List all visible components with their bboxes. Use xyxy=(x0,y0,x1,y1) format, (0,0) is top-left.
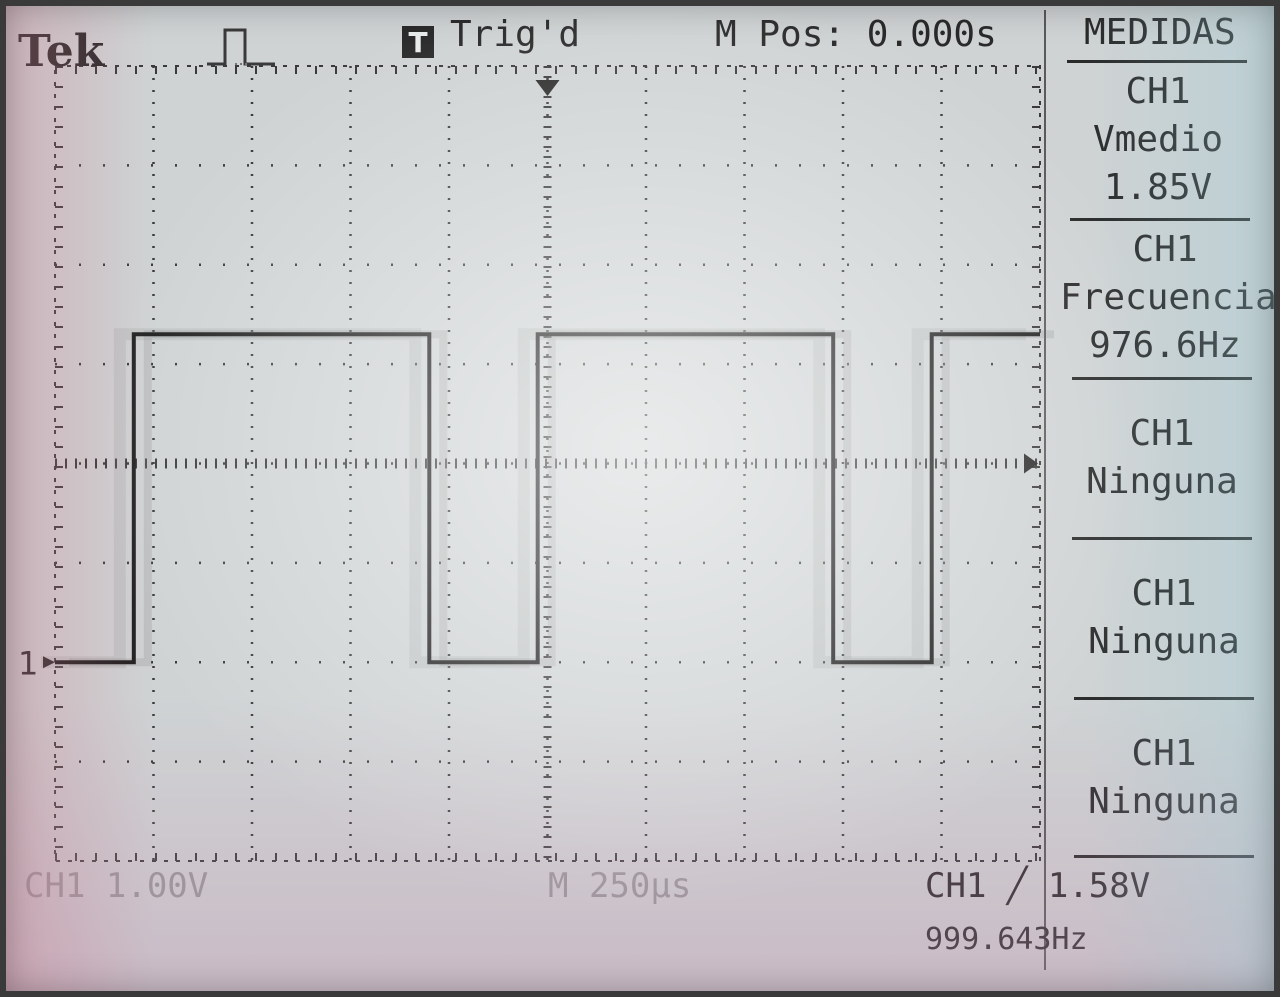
measure-channel: CH1 xyxy=(1132,229,1198,270)
measures-divider xyxy=(1072,537,1252,540)
measure-slot-2[interactable]: CH1 Frecuencia 976.6Hz xyxy=(1060,226,1277,370)
measure-channel: CH1 xyxy=(1129,413,1195,454)
main-position-readout: M Pos: 0.000s xyxy=(715,14,997,55)
measure-channel: CH1 xyxy=(1125,71,1191,112)
measure-type: Frecuencia xyxy=(1060,277,1277,318)
trace-persistence xyxy=(41,328,1026,669)
ch1-scale-readout: CH1 1.00V xyxy=(24,866,209,906)
measure-channel: CH1 xyxy=(1131,733,1197,774)
measures-divider xyxy=(1067,60,1247,63)
measure-value: 976.6Hz xyxy=(1089,325,1241,366)
measures-panel: MEDIDAS CH1 Vmedio 1.85V CH1 Frecuencia … xyxy=(1042,0,1280,997)
trigger-source-readout: CH1 ╱ 1.58V xyxy=(925,866,1151,906)
measure-value: 1.85V xyxy=(1103,167,1213,208)
trace-persistence xyxy=(69,330,1054,667)
measure-type: Ninguna xyxy=(1088,781,1240,822)
measures-divider xyxy=(1070,218,1250,221)
measures-divider xyxy=(1074,697,1254,700)
channel-ground-marker-icon: 1 xyxy=(18,644,38,682)
measure-slot-1[interactable]: CH1 Vmedio 1.85V xyxy=(1058,68,1258,212)
measures-title[interactable]: MEDIDAS xyxy=(1084,12,1236,53)
trigger-status-icon: T xyxy=(402,26,434,59)
measure-slot-3[interactable]: CH1 Ninguna xyxy=(1062,410,1262,506)
measure-type: Ninguna xyxy=(1088,621,1240,662)
timebase-readout: M 250µs xyxy=(548,866,692,906)
measure-channel: CH1 xyxy=(1131,573,1197,614)
measures-divider xyxy=(1072,377,1252,380)
trigger-level-arrow-icon xyxy=(1024,453,1038,474)
trigger-position-arrow-icon xyxy=(535,80,560,96)
measures-divider xyxy=(1074,855,1254,858)
measure-slot-4[interactable]: CH1 Ninguna xyxy=(1064,570,1264,666)
trigger-pulse-icon xyxy=(207,28,275,66)
trigger-state: Trig'd xyxy=(450,14,581,55)
brand-logo: Tek xyxy=(18,26,105,77)
trigger-frequency-readout: 999.643Hz xyxy=(925,922,1088,957)
measure-slot-5[interactable]: CH1 Ninguna xyxy=(1064,730,1264,826)
measure-type: Vmedio xyxy=(1092,119,1224,160)
measure-type: Ninguna xyxy=(1086,461,1238,502)
